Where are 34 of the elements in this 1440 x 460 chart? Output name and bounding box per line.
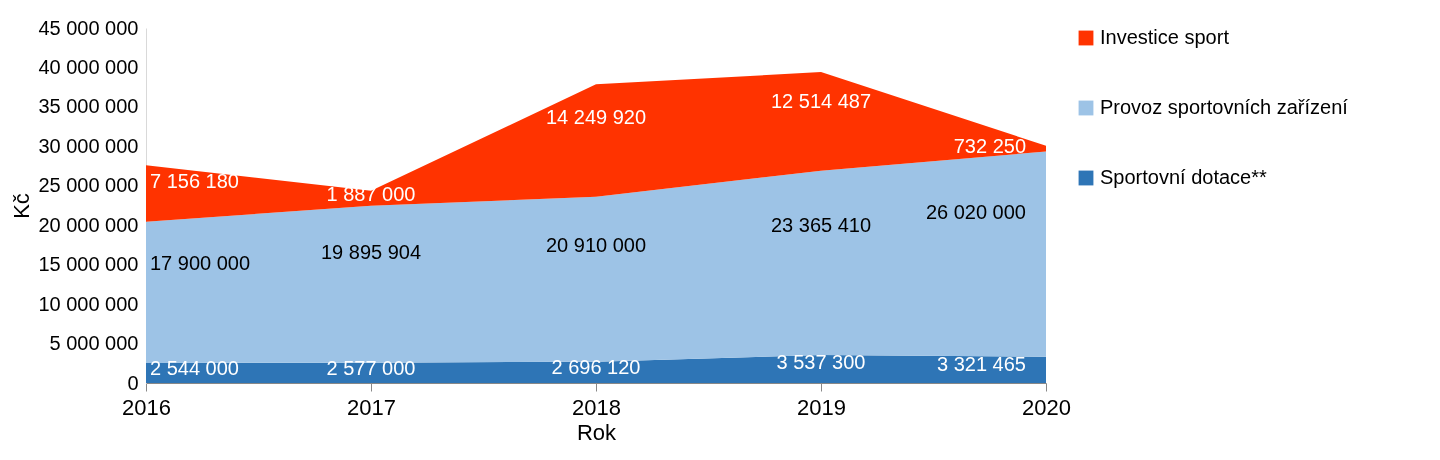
data-label: 2 577 000 bbox=[326, 356, 416, 379]
data-label: 14 249 920 bbox=[545, 106, 647, 129]
data-label: 2 544 000 bbox=[150, 356, 239, 379]
y-tick-label: 40 000 000 bbox=[38, 55, 139, 78]
y-tick-label: 0 bbox=[127, 371, 139, 394]
data-label: 17 900 000 bbox=[150, 252, 251, 275]
x-axis-title: Rok bbox=[576, 419, 618, 445]
data-label: 732 250 bbox=[953, 135, 1026, 158]
data-label: 7 156 180 bbox=[150, 170, 239, 193]
y-axis-title: Kč bbox=[9, 193, 35, 219]
y-tick-label: 15 000 000 bbox=[38, 253, 139, 276]
x-tick-label: 2018 bbox=[572, 394, 621, 420]
y-tick-label: 45 000 000 bbox=[38, 16, 139, 39]
data-label: 23 365 410 bbox=[770, 214, 872, 237]
data-label: 20 910 000 bbox=[545, 234, 647, 257]
x-tick-label: 2017 bbox=[347, 394, 396, 420]
data-label: 2 696 120 bbox=[551, 356, 641, 379]
data-label: 3 321 465 bbox=[937, 352, 1026, 375]
data-label: 3 537 300 bbox=[776, 351, 866, 374]
y-tick-label: 30 000 000 bbox=[38, 134, 139, 157]
x-tick-label: 2019 bbox=[797, 394, 846, 420]
legend-label: Sportovní dotace** bbox=[1100, 166, 1267, 188]
data-label: 12 514 487 bbox=[770, 89, 872, 112]
y-tick-label: 10 000 000 bbox=[38, 292, 139, 315]
legend-label: Provoz sportovních zařízení bbox=[1100, 96, 1349, 118]
data-label: 26 020 000 bbox=[925, 201, 1026, 224]
y-tick-label: 20 000 000 bbox=[38, 213, 139, 236]
y-tick-label: 35 000 000 bbox=[38, 95, 139, 118]
legend-label: Investice sport bbox=[1100, 26, 1230, 48]
y-tick-label: 5 000 000 bbox=[49, 332, 139, 355]
x-tick-label: 2020 bbox=[1022, 394, 1071, 420]
x-tick-label: 2016 bbox=[122, 394, 171, 420]
y-tick-label: 25 000 000 bbox=[38, 174, 139, 197]
data-label: 19 895 904 bbox=[320, 240, 422, 263]
